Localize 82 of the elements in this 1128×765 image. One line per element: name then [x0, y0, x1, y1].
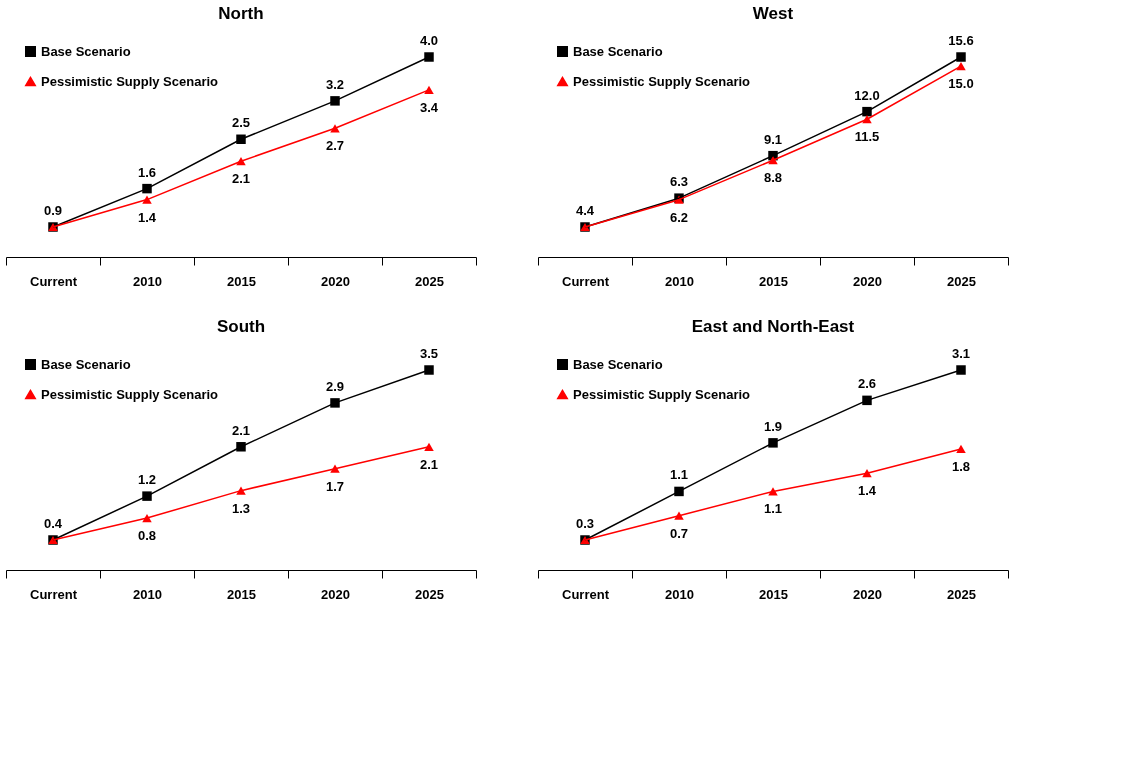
data-label: 1.7 [325, 478, 345, 494]
data-label: 15.6 [948, 33, 974, 48]
chart-title: South [216, 317, 266, 336]
point [424, 52, 434, 62]
data-label: 6.2 [669, 209, 689, 225]
chart-title: East and North-East [691, 317, 855, 336]
legend-label: Pessimistic Supply Scenario [573, 73, 751, 89]
data-label: 1.3 [231, 500, 251, 516]
x-tick-label: Current [30, 586, 78, 602]
x-tick-label: 2020 [321, 586, 350, 602]
x-tick-label: 2015 [227, 273, 256, 289]
data-label: 1.2 [137, 472, 157, 488]
point [330, 398, 340, 408]
x-tick-label: 2010 [133, 586, 162, 602]
data-label: 2.1 [419, 456, 439, 472]
data-label: 0.7 [669, 525, 689, 541]
legend-label: Pessimistic Supply Scenario [41, 386, 219, 402]
data-label: 3.2 [325, 76, 345, 92]
point [956, 365, 966, 375]
data-label: 0.9 [43, 203, 63, 218]
data-label: 3.1 [951, 346, 971, 361]
x-tick-label: 2025 [415, 586, 444, 602]
legend-label: Base Scenario [41, 43, 131, 59]
x-tick-label: 2010 [665, 273, 694, 289]
data-label: 9.1 [763, 131, 783, 147]
point [956, 52, 966, 62]
data-label: 1.4 [137, 209, 157, 225]
point [768, 487, 778, 496]
data-label: 2.1 [231, 171, 251, 187]
x-tick-label: 2025 [947, 586, 976, 602]
legend-label: Base Scenario [41, 356, 131, 372]
data-label: 1.1 [669, 467, 689, 483]
data-label: 2.5 [231, 115, 251, 131]
data-label: 11.5 [854, 129, 880, 145]
x-tick-label: Current [562, 586, 610, 602]
chart-title: West [752, 4, 794, 23]
data-label: 2.9 [325, 378, 345, 394]
data-label: 0.4 [43, 516, 63, 531]
data-label: 4.4 [575, 203, 595, 218]
legend-label: Pessimistic Supply Scenario [573, 386, 751, 402]
legend-label: Pessimistic Supply Scenario [41, 73, 219, 89]
data-label: 0.3 [575, 516, 595, 531]
legend-label: Base Scenario [573, 356, 663, 372]
data-label: 1.4 [857, 483, 877, 499]
point [236, 442, 246, 452]
x-tick-label: 2010 [133, 273, 162, 289]
data-label: 15.0 [948, 76, 974, 92]
point [330, 96, 340, 106]
data-label: 1.8 [951, 458, 971, 474]
data-label: 3.5 [419, 346, 439, 361]
x-tick-label: 2010 [665, 586, 694, 602]
x-tick-label: Current [30, 273, 78, 289]
legend-label: Base Scenario [573, 43, 663, 59]
x-tick-label: 2020 [853, 586, 882, 602]
x-tick-label: 2025 [947, 273, 976, 289]
data-label: 8.8 [763, 170, 783, 186]
x-tick-label: 2020 [321, 273, 350, 289]
x-tick-label: 2015 [227, 586, 256, 602]
data-label: 2.1 [231, 422, 251, 438]
data-label: 0.8 [137, 528, 157, 544]
data-label: 2.7 [325, 138, 345, 154]
x-tick-label: 2015 [759, 273, 788, 289]
data-label: 12.0 [854, 87, 880, 103]
data-label: 1.1 [763, 501, 783, 517]
data-label: 6.3 [669, 174, 689, 190]
point [142, 491, 152, 501]
data-label: 3.4 [419, 99, 439, 115]
point [768, 438, 778, 448]
data-label: 2.6 [857, 376, 877, 392]
data-label: 4.0 [419, 33, 439, 48]
x-tick-label: 2015 [759, 586, 788, 602]
chart-title: North [218, 4, 264, 23]
point [424, 365, 434, 375]
point [236, 486, 246, 495]
point [424, 442, 434, 451]
x-tick-label: 2025 [415, 273, 444, 289]
point [674, 511, 684, 520]
x-tick-label: 2020 [853, 273, 882, 289]
x-tick-label: Current [562, 273, 610, 289]
point [330, 464, 340, 473]
data-label: 1.6 [137, 164, 157, 180]
data-label: 1.9 [763, 418, 783, 434]
